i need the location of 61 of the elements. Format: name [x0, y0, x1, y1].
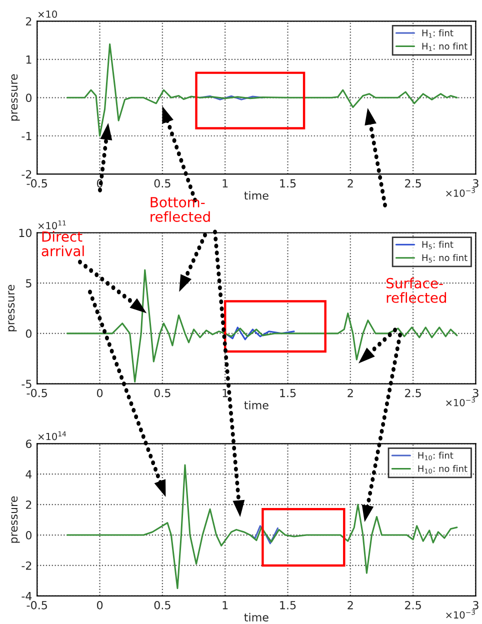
text: ×10$^{−3}$: [446, 188, 475, 197]
text: ×10$^{−3}$: [446, 610, 475, 619]
x-axis-title: time: [244, 400, 268, 410]
annotation: Surface- reflected: [386, 278, 446, 303]
x-tick-label: 1.5: [280, 388, 296, 398]
x-tick-label: 0: [96, 600, 103, 610]
y-tick-label: 4: [26, 470, 32, 478]
x-tick-label: 2.5: [405, 600, 421, 610]
x-tick-label: 1: [222, 388, 228, 398]
text: ×10: [38, 10, 57, 18]
y-axis-title: pressure: [11, 496, 20, 543]
x-tick-label: 0.5: [154, 388, 170, 398]
y-tick-label: -2: [22, 170, 32, 178]
annotation: Direct arrival: [42, 231, 84, 256]
x-tick-label: 1: [222, 601, 228, 610]
legend-label: H$_{1}$: no fint: [422, 42, 468, 51]
y-tick-label: -4: [22, 592, 32, 600]
x-tick-label: -0.5: [26, 179, 47, 188]
y-axis-title: pressure: [11, 74, 20, 121]
y-tick-label: -2: [22, 561, 32, 570]
x-tick-label: 3: [473, 179, 478, 188]
y-axis-title: pressure: [8, 284, 17, 332]
x-tick-label: 0.5: [154, 179, 170, 188]
x-tick-label: 2: [348, 179, 353, 188]
y-tick-label: 10: [19, 228, 32, 238]
y-tick-label: 1: [26, 56, 32, 64]
y-tick-label: 6: [26, 440, 32, 448]
text: ×10$^{−3}$: [446, 397, 475, 406]
text: ×10$^{14}$: [38, 431, 66, 440]
y-tick-label: 0: [26, 530, 32, 540]
x-tick-label: 0.5: [154, 600, 170, 610]
x-tick-label: 1: [222, 179, 228, 188]
y-tick-label: 2: [26, 17, 32, 26]
x-tick-label: -0.5: [26, 388, 47, 398]
y-tick-label: -5: [22, 380, 32, 388]
line-series: [249, 525, 278, 544]
legend-label: H$_{10}$: no fint: [418, 465, 468, 474]
x-tick-label: 1.5: [280, 179, 296, 188]
x-tick-label: 3: [473, 388, 478, 398]
x-tick-label: 1.5: [280, 601, 296, 610]
text: Bottom- reflected: [150, 197, 210, 222]
x-tick-label: 2.5: [405, 388, 421, 398]
legend-label: H$_{10}$: fint: [418, 452, 454, 460]
text: ×10$^{11}$: [38, 220, 66, 230]
x-tick-label: 2.5: [405, 179, 421, 188]
legend-label: H$_{1}$: fint: [422, 29, 454, 38]
x-axis-title: time: [244, 612, 268, 622]
y-tick-label: 2: [26, 500, 32, 509]
y-tick-label: 0: [26, 329, 32, 338]
legend-label: H$_{5}$: no fint: [422, 254, 468, 263]
y-tick-label: -1: [22, 132, 32, 140]
y-tick-label: 5: [26, 279, 32, 288]
x-tick-label: 2: [348, 388, 353, 398]
x-tick-label: 3: [473, 600, 478, 610]
x-tick-label: 0: [96, 388, 103, 398]
legend-label: H$_{5}$: fint: [422, 240, 454, 250]
line-series: [66, 269, 458, 383]
y-tick-label: 0: [26, 94, 32, 102]
x-axis-title: time: [244, 191, 268, 200]
x-tick-label: 2: [348, 600, 353, 610]
x-tick-label: -0.5: [26, 600, 47, 610]
